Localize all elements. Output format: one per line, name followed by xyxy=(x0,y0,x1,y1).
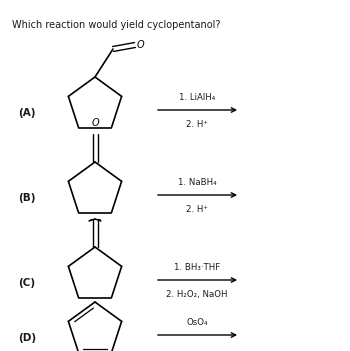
Text: 2. H⁺: 2. H⁺ xyxy=(186,120,208,129)
Text: 2. H⁺: 2. H⁺ xyxy=(186,205,208,214)
Text: (D): (D) xyxy=(18,333,36,343)
Text: (B): (B) xyxy=(18,193,35,203)
Text: OsO₄: OsO₄ xyxy=(186,318,208,327)
Text: 2. H₂O₂, NaOH: 2. H₂O₂, NaOH xyxy=(166,290,228,299)
Text: (C): (C) xyxy=(18,278,35,288)
Text: Which reaction would yield cyclopentanol?: Which reaction would yield cyclopentanol… xyxy=(12,20,220,30)
Text: (A): (A) xyxy=(18,108,35,118)
Text: O: O xyxy=(137,40,145,50)
Text: 1. NaBH₄: 1. NaBH₄ xyxy=(178,178,216,187)
Text: 1. LiAlH₄: 1. LiAlH₄ xyxy=(179,93,215,102)
Text: O: O xyxy=(91,118,99,128)
Text: 1. BH₃·THF: 1. BH₃·THF xyxy=(174,263,220,272)
